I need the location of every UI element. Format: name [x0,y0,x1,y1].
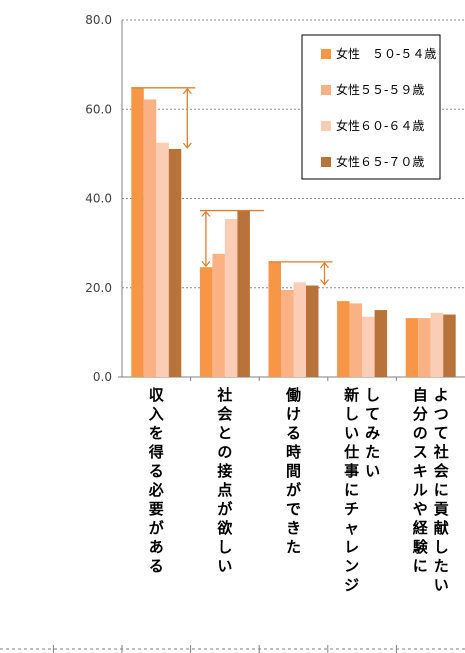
bar [374,310,388,377]
y-tick-label: 0.0 [93,370,112,384]
category-label-column: 新しい仕事にチャレンジ [343,386,359,594]
bar [349,303,363,377]
bar [199,267,213,377]
category-label: 働ける時間ができた [285,386,302,556]
legend-label: 女性６５-７０歳 [336,154,424,169]
category-label-column: 社会との接点が欲しい [216,386,233,575]
category-label: 収入を得る必要がある [148,386,165,575]
legend-label: 女性６０-６４歳 [336,118,424,133]
legend-swatch [321,85,331,95]
bar [237,210,250,377]
legend-entry: 女性５５-５９歳 [321,82,424,97]
category-label: 社会との接点が欲しい [216,386,233,575]
bar [143,99,157,378]
bar [362,316,375,377]
legend-swatch [321,49,331,59]
category-label-column: 収入を得る必要がある [148,386,165,575]
bars [131,87,456,378]
bar [281,289,294,377]
bar [156,142,169,377]
bar [168,148,182,377]
y-tick-label: 40.0 [85,192,112,206]
bar [293,282,306,377]
legend-swatch [321,157,331,167]
y-tick-label: 20.0 [85,281,112,295]
bar [418,318,431,377]
y-tick-label: 80.0 [85,13,112,27]
category-labels: 収入を得る必要がある 社会との接点が欲しい 働ける時間ができた してみたい新しい仕事に… [148,386,449,594]
legend-entry: 女性 ５０-５４歳 [321,46,436,61]
legend-label: 女性 ５０-５４歳 [336,46,436,61]
bar [430,312,444,377]
category-label-column: よつて社会に貢献したい [433,386,449,594]
category-label-column: 自分のスキルや経験に [413,386,429,575]
legend-entry: 女性６０-６４歳 [321,118,424,133]
category-label-column: 働ける時間ができた [285,386,302,556]
bar [224,219,238,377]
bar [405,318,419,377]
legend-swatch [321,121,331,131]
bar [337,301,350,377]
bar [131,87,144,377]
bar [268,261,281,377]
category-label-column: してみたい [365,386,380,480]
y-tick-labels: 0.0 20.0 40.0 60.0 80.0 [85,13,112,384]
bottom-border [0,645,465,653]
y-tick-label: 60.0 [85,102,112,116]
bar [443,314,456,377]
bar [212,253,225,377]
bar [306,285,319,377]
difference-annotations [131,87,333,285]
legend-label: 女性５５-５９歳 [336,82,424,97]
legend-entry: 女性６５-７０歳 [321,154,424,169]
